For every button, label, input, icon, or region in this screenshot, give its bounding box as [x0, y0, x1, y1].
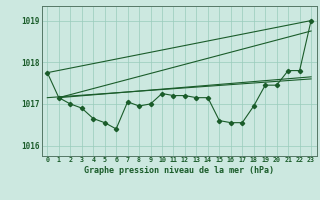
X-axis label: Graphe pression niveau de la mer (hPa): Graphe pression niveau de la mer (hPa) [84, 166, 274, 175]
